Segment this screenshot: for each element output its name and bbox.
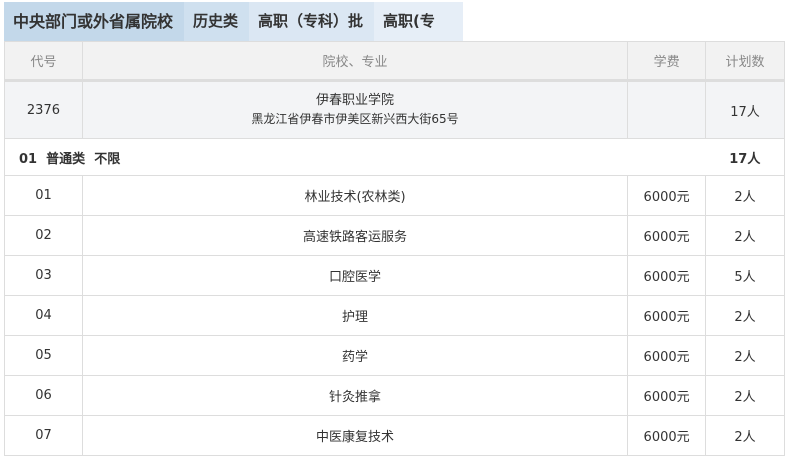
tab-subject[interactable]: 历史类	[184, 2, 249, 41]
school-address: 黑龙江省伊春市伊美区新兴西大街65号	[251, 112, 459, 126]
table-row: 06 针灸推拿 6000元 2人	[4, 375, 785, 416]
major-count: 2人	[705, 335, 785, 376]
major-name: 口腔医学	[81, 255, 629, 296]
group-count: 17人	[705, 138, 785, 176]
tab-level[interactable]: 高职(专科)	[374, 2, 463, 69]
major-count: 2人	[705, 375, 785, 416]
table-row: 07 中医康复技术 6000元 2人	[4, 415, 785, 456]
major-count: 2人	[705, 215, 785, 256]
table-row: 01 林业技术(农林类) 6000元 2人	[4, 175, 785, 216]
major-name: 中医康复技术	[81, 415, 629, 456]
header-code: 代号	[4, 41, 83, 82]
major-count: 2人	[705, 175, 785, 216]
major-fee: 6000元	[627, 215, 707, 256]
major-fee: 6000元	[627, 255, 707, 296]
header-count: 计划数	[705, 41, 785, 82]
table-row: 05 药学 6000元 2人	[4, 335, 785, 376]
tab-batch[interactable]: 高职（专科）批	[249, 2, 374, 41]
major-code: 01	[4, 175, 83, 216]
group-label: 01 普通类 不限	[3, 138, 706, 176]
header-fee: 学费	[627, 41, 707, 82]
school-count: 17人	[705, 80, 785, 139]
major-name: 护理	[81, 295, 629, 336]
major-count: 2人	[705, 415, 785, 456]
major-code: 03	[4, 255, 83, 296]
major-code: 06	[4, 375, 83, 416]
table-row: 02 高速铁路客运服务 6000元 2人	[4, 215, 785, 256]
school-row: 2376 伊春职业学院 黑龙江省伊春市伊美区新兴西大街65号 17人	[4, 80, 785, 139]
major-name: 针灸推拿	[81, 375, 629, 416]
table-row: 03 口腔医学 6000元 5人	[4, 255, 785, 296]
major-code: 07	[4, 415, 83, 456]
major-count: 5人	[705, 255, 785, 296]
table-row: 04 护理 6000元 2人	[4, 295, 785, 336]
school-code: 2376	[4, 80, 83, 139]
major-fee: 6000元	[627, 295, 707, 336]
table-header: 代号 院校、专业 学费 计划数	[4, 41, 785, 82]
header-name: 院校、专业	[81, 41, 629, 82]
plan-table: 代号 院校、专业 学费 计划数 2376 伊春职业学院 黑龙江省伊春市伊美区新兴…	[3, 41, 785, 456]
major-code: 05	[4, 335, 83, 376]
major-fee: 6000元	[627, 335, 707, 376]
school-info: 伊春职业学院 黑龙江省伊春市伊美区新兴西大街65号	[81, 80, 629, 139]
major-name: 高速铁路客运服务	[81, 215, 629, 256]
major-fee: 6000元	[627, 375, 707, 416]
major-count: 2人	[705, 295, 785, 336]
major-fee: 6000元	[627, 415, 707, 456]
school-fee	[627, 80, 707, 139]
tab-institution-type[interactable]: 中央部门或外省属院校	[4, 2, 184, 41]
major-name: 林业技术(农林类)	[81, 175, 629, 216]
major-name: 药学	[81, 335, 629, 376]
school-name: 伊春职业学院	[316, 93, 395, 108]
tab-bar: 中央部门或外省属院校 历史类 高职（专科）批 高职(专科)	[4, 2, 463, 69]
major-code: 04	[4, 295, 83, 336]
major-fee: 6000元	[627, 175, 707, 216]
group-row: 01 普通类 不限 17人	[3, 138, 785, 176]
major-code: 02	[4, 215, 83, 256]
